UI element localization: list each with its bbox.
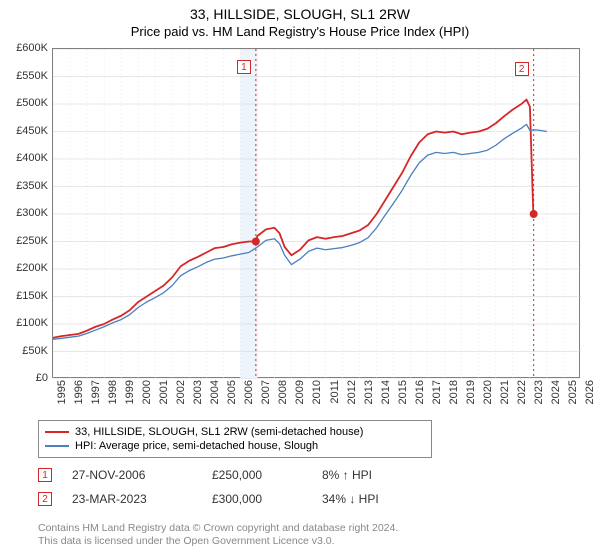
footer-line2: This data is licensed under the Open Gov… [38, 535, 398, 548]
sale-delta: 8% ↑ HPI [322, 468, 432, 482]
x-tick-label: 1998 [107, 380, 119, 404]
legend-swatch [45, 445, 69, 447]
x-tick-label: 2017 [431, 380, 443, 404]
y-tick-label: £50K [22, 345, 48, 357]
y-tick-label: £350K [16, 180, 48, 192]
y-tick-label: £400K [16, 152, 48, 164]
legend-box: 33, HILLSIDE, SLOUGH, SL1 2RW (semi-deta… [38, 420, 432, 458]
y-tick-label: £200K [16, 262, 48, 274]
x-tick-label: 1997 [90, 380, 102, 404]
x-tick-label: 2021 [499, 380, 511, 404]
footer-attribution: Contains HM Land Registry data © Crown c… [38, 522, 398, 548]
sale-date: 23-MAR-2023 [72, 492, 192, 506]
y-tick-label: £550K [16, 70, 48, 82]
y-tick-label: £100K [16, 317, 48, 329]
y-tick-label: £500K [16, 97, 48, 109]
x-tick-label: 2025 [567, 380, 579, 404]
sale-price: £300,000 [212, 492, 302, 506]
sale-marker-2: 2 [515, 62, 529, 76]
page-title: 33, HILLSIDE, SLOUGH, SL1 2RW [0, 0, 600, 22]
x-tick-label: 2018 [448, 380, 460, 404]
x-tick-label: 2005 [226, 380, 238, 404]
y-tick-label: £450K [16, 125, 48, 137]
x-tick-label: 1999 [124, 380, 136, 404]
sale-date: 27-NOV-2006 [72, 468, 192, 482]
y-tick-label: £300K [16, 207, 48, 219]
y-tick-label: £250K [16, 235, 48, 247]
x-tick-label: 2000 [141, 380, 153, 404]
chart-svg [53, 49, 581, 379]
sale-row: 2 23-MAR-2023 £300,000 34% ↓ HPI [38, 492, 432, 506]
legend-swatch [45, 431, 69, 433]
chart-plot-area: 12 [52, 48, 580, 378]
y-tick-label: £150K [16, 290, 48, 302]
x-tick-label: 2022 [516, 380, 528, 404]
x-tick-label: 2023 [533, 380, 545, 404]
sale-marker-badge: 1 [38, 468, 52, 482]
page-container: 33, HILLSIDE, SLOUGH, SL1 2RW Price paid… [0, 0, 600, 560]
x-tick-label: 2002 [175, 380, 187, 404]
x-tick-label: 2016 [414, 380, 426, 404]
x-tick-label: 2008 [277, 380, 289, 404]
x-tick-label: 1996 [73, 380, 85, 404]
x-tick-label: 2004 [209, 380, 221, 404]
x-tick-label: 2007 [260, 380, 272, 404]
sale-delta: 34% ↓ HPI [322, 492, 432, 506]
sale-price: £250,000 [212, 468, 302, 482]
x-tick-label: 2014 [380, 380, 392, 404]
legend-item: HPI: Average price, semi-detached house,… [45, 439, 425, 453]
y-tick-label: £600K [16, 42, 48, 54]
x-tick-label: 2013 [363, 380, 375, 404]
sale-marker-badge: 2 [38, 492, 52, 506]
y-tick-label: £0 [36, 372, 48, 384]
sale-row: 1 27-NOV-2006 £250,000 8% ↑ HPI [38, 468, 432, 482]
x-tick-label: 2011 [329, 380, 341, 404]
legend-item: 33, HILLSIDE, SLOUGH, SL1 2RW (semi-deta… [45, 425, 425, 439]
x-tick-label: 2001 [158, 380, 170, 404]
x-tick-label: 2009 [294, 380, 306, 404]
x-tick-label: 2003 [192, 380, 204, 404]
x-tick-label: 2012 [346, 380, 358, 404]
page-subtitle: Price paid vs. HM Land Registry's House … [0, 22, 600, 43]
legend-label: 33, HILLSIDE, SLOUGH, SL1 2RW (semi-deta… [75, 426, 363, 438]
x-tick-label: 2006 [243, 380, 255, 404]
x-tick-label: 2020 [482, 380, 494, 404]
x-tick-label: 2024 [550, 380, 562, 404]
x-tick-label: 2015 [397, 380, 409, 404]
x-tick-label: 1995 [56, 380, 68, 404]
sale-marker-1: 1 [237, 60, 251, 74]
x-tick-label: 2010 [311, 380, 323, 404]
x-tick-label: 2019 [465, 380, 477, 404]
legend-label: HPI: Average price, semi-detached house,… [75, 440, 318, 452]
footer-line1: Contains HM Land Registry data © Crown c… [38, 522, 398, 535]
x-tick-label: 2026 [584, 380, 596, 404]
